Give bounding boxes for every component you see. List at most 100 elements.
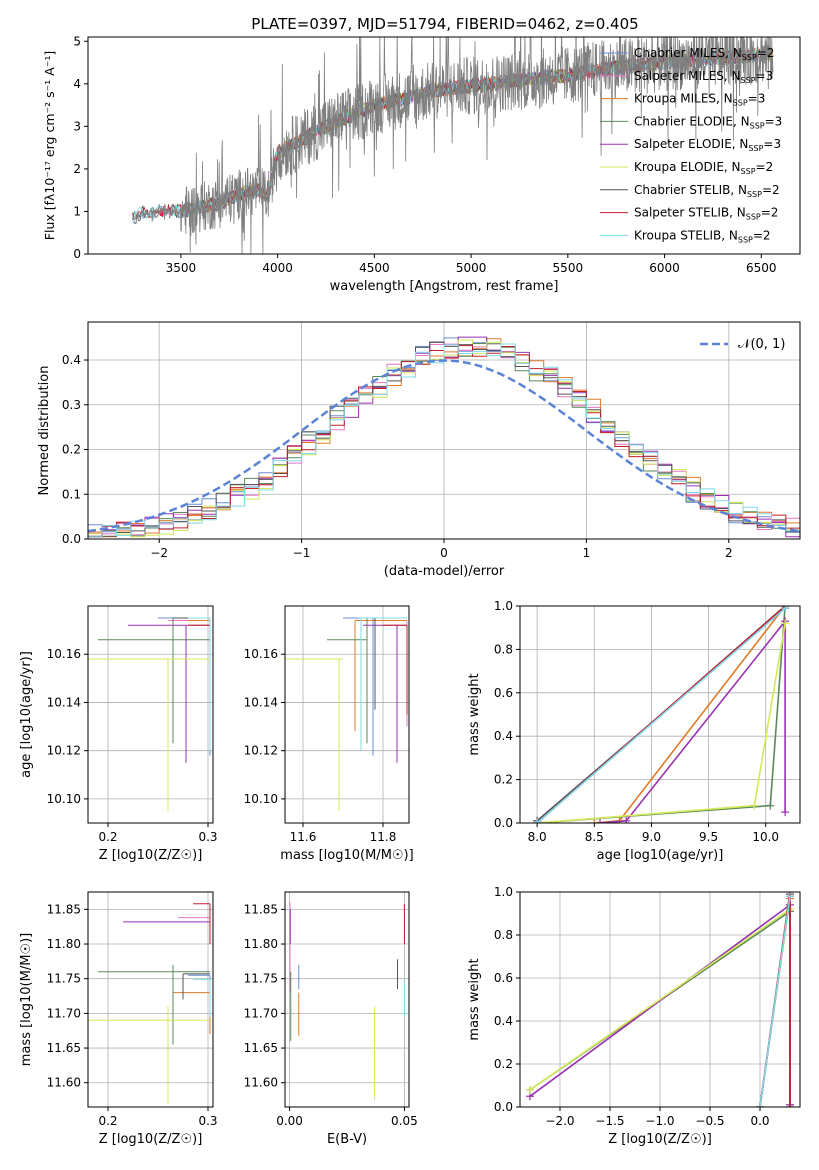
x-tick-label: 10.0 <box>752 830 779 844</box>
x-axis-label: mass [log10(M/M☉)] <box>280 848 413 863</box>
axes-frame <box>87 605 214 824</box>
plot-area <box>526 892 794 1107</box>
y-tick-label: 0.4 <box>62 353 81 367</box>
x-tick-label: 6000 <box>649 261 680 275</box>
panel-residuals: −2 −1 0 1 2 0.0 0.1 0.2 0.3 0.4 (data-model)/error… <box>37 321 801 579</box>
y-tick-label: 1.0 <box>494 599 513 613</box>
legend-entry-sub: SSP <box>741 167 756 176</box>
legend-entry-main: Salpeter MILES, N <box>634 69 741 83</box>
legend-entry-sub: SSP <box>741 76 756 85</box>
x-tick-label: 0.2 <box>98 1114 117 1128</box>
x-tick-label: 9.5 <box>699 830 718 844</box>
y-tick-label: 1.0 <box>494 885 513 899</box>
x-tick-label: −1 <box>293 546 311 560</box>
x-tick-label: −2.0 <box>545 1114 574 1128</box>
legend-entry-main: Kroupa ELODIE, N <box>634 160 741 174</box>
axes-frame <box>519 605 801 824</box>
y-tick-label: 10.16 <box>244 647 278 661</box>
x-tick-label: 0 <box>440 546 448 560</box>
y-axis-label: mass weight <box>467 673 482 755</box>
normal-distribution-curve <box>88 359 800 533</box>
panel-cum-mass-vs-age: 8.0 8.5 9.0 9.5 10.0 0.0 0.2 0.4 0.6 0.8 1.0 age [l… <box>467 599 801 863</box>
cumulative-mass-line <box>759 896 791 1107</box>
legend-entry: Salpeter ELODIE, NSSP=3 <box>634 137 781 153</box>
observed-spectrum-line <box>132 37 774 254</box>
axes-frame <box>284 605 410 824</box>
axes-frame <box>87 36 801 255</box>
y-tick-label: 0.0 <box>494 816 513 830</box>
legend-entry: Chabrier ELODIE, NSSP=3 <box>634 114 782 130</box>
legend-entry: Kroupa ELODIE, NSSP=2 <box>634 160 773 176</box>
axes-frame <box>87 891 214 1108</box>
x-tick-label: 0.0 <box>750 1114 769 1128</box>
y-tick-label: 10.12 <box>244 744 278 758</box>
x-axis-label: Z [log10(Z/Z☉)] <box>99 848 203 863</box>
x-axis-label: age [log10(age/yr)] <box>597 848 724 863</box>
y-axis-label: mass weight <box>467 958 482 1040</box>
y-tick-label: 11.75 <box>47 972 81 986</box>
y-tick-label: 10.12 <box>47 744 81 758</box>
plot-area <box>88 903 211 1104</box>
plot-area <box>533 606 790 823</box>
x-tick-label: 2 <box>725 546 733 560</box>
y-tick-label: 11.75 <box>244 972 278 986</box>
x-axis-label: E(B-V) <box>327 1132 367 1147</box>
x-tick-label: −0.5 <box>695 1114 724 1128</box>
x-axis-label: Z [log10(Z/Z☉)] <box>608 1132 712 1147</box>
y-tick-label: 11.60 <box>47 1076 81 1090</box>
y-tick-label: 5 <box>73 34 81 48</box>
x-tick-label: 8.5 <box>585 830 604 844</box>
x-axis-label: Z [log10(Z/Z☉)] <box>99 1132 203 1147</box>
panel-mass-vs-Z: 0.2 0.3 11.60 11.65 11.70 11.75 11.80 11.85 Z [l… <box>19 891 218 1147</box>
residual-histogram <box>88 343 800 539</box>
y-tick-label: 10.16 <box>47 647 81 661</box>
y-tick-label: 11.65 <box>47 1041 81 1055</box>
y-tick-label: 11.60 <box>244 1076 278 1090</box>
legend-entry-tail: =2 <box>762 183 780 197</box>
plot-area <box>289 902 405 1101</box>
y-tick-label: 0.8 <box>494 642 513 656</box>
cumulative-mass-line <box>529 908 791 1091</box>
x-tick-label: 1 <box>583 546 591 560</box>
x-tick-label: 4000 <box>262 261 293 275</box>
x-axis-label: wavelength [Angstrom, rest frame] <box>330 279 559 294</box>
legend-entry-tail: =2 <box>753 228 771 242</box>
legend-entry-sub: SSP <box>746 213 761 222</box>
y-tick-label: 0.3 <box>62 398 81 412</box>
y-tick-label: 0.1 <box>62 487 81 501</box>
y-tick-label: 1 <box>73 204 81 218</box>
legend-entry-sub: SSP <box>738 235 753 244</box>
legend-entry-main: Chabrier ELODIE, N <box>634 114 750 128</box>
plot-area <box>88 336 800 539</box>
y-tick-label: 0.4 <box>494 729 513 743</box>
legend-entry-tail: =3 <box>748 92 766 106</box>
y-tick-label: 11.80 <box>47 937 81 951</box>
legend-entry-main: Chabrier STELIB, N <box>634 183 747 197</box>
x-tick-label: 9.0 <box>642 830 661 844</box>
y-tick-label: 10.14 <box>47 695 81 709</box>
plot-area <box>132 37 774 254</box>
panel-cum-mass-vs-Z: −2.0 −1.5 −1.0 −0.5 0.0 0.0 0.2 0.4 0.6 0.8 1.0 Z [… <box>467 885 801 1147</box>
legend-entry: Kroupa MILES, NSSP=3 <box>634 92 765 108</box>
x-tick-label: 11.8 <box>370 830 397 844</box>
panel-spectrum: 3500 4000 4500 5000 5500 6000 6500 0 1 2 3 4 5 wavele… <box>42 34 801 294</box>
y-tick-label: 4 <box>73 77 81 91</box>
legend-entry-tail: =3 <box>765 114 783 128</box>
y-tick-label: 0.6 <box>494 686 513 700</box>
panel-age-vs-mass: 11.6 11.8 10.10 10.12 10.14 10.16 mass [log10(… <box>244 605 414 863</box>
y-tick-label: 0.4 <box>494 1014 513 1028</box>
x-tick-label: −2 <box>150 546 168 560</box>
legend-entry-tail: =2 <box>761 206 779 220</box>
y-tick-label: 11.85 <box>244 902 278 916</box>
y-tick-label: 0.0 <box>62 532 81 546</box>
y-axis-label: mass [log10(M/M☉)] <box>19 933 34 1066</box>
legend-entry: 𝒩(0, 1) <box>738 337 785 352</box>
figure-title: PLATE=0397, MJD=51794, FIBERID=0462, z=0… <box>251 15 638 33</box>
legend-entry-sub: SSP <box>750 121 765 130</box>
legend-entry-main: Salpeter STELIB, N <box>634 206 746 220</box>
y-tick-label: 0.8 <box>494 928 513 942</box>
y-axis-label: age [log10(age/yr)] <box>19 651 34 778</box>
cumulative-mass-line <box>599 618 786 823</box>
x-tick-label: 0.00 <box>276 1114 303 1128</box>
